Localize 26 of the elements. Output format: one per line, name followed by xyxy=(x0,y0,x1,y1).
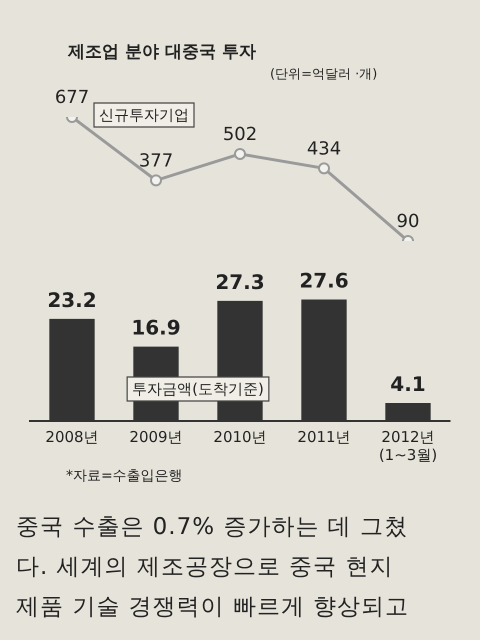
x-tick-label: 2011년 xyxy=(297,428,351,446)
chart-subtitle: (단위=억달러 ·개) xyxy=(269,66,378,83)
series-label: 신규투자기업 xyxy=(99,106,189,124)
x-tick-label: 2008년 xyxy=(45,428,99,446)
point xyxy=(318,162,330,174)
x-tick-label: 2009년 xyxy=(129,428,183,446)
text: 제품 기술 경쟁력이 빠르게 향상되고 xyxy=(16,593,410,622)
x-tick-label: 2010년 xyxy=(213,428,267,446)
point xyxy=(150,174,162,186)
data-label: 23.2 xyxy=(47,288,97,312)
text: *자료=수출입은행 xyxy=(65,467,184,485)
data-label: 27.3 xyxy=(215,270,265,294)
x-tick-label: 2012년 (1~3월) xyxy=(378,428,438,464)
point xyxy=(234,148,246,160)
data-label: 16.9 xyxy=(131,316,181,340)
text: 중국 수출은 0.7% 증가하는 데 그쳤 xyxy=(16,513,409,542)
data-label: 434 xyxy=(306,138,342,160)
data-label: 4.1 xyxy=(390,372,426,396)
chart-title: 제조업 분야 대중국 투자 xyxy=(66,41,257,63)
data-label: 677 xyxy=(54,87,90,108)
data-label: 377 xyxy=(138,150,174,172)
data-label: 502 xyxy=(222,124,258,145)
series-label: 투자금액(도착기준) xyxy=(132,380,264,398)
data-label: 27.6 xyxy=(299,268,349,293)
text: 다. 세계의 제조공장으로 중국 현지 xyxy=(16,553,395,582)
data-label: 90 xyxy=(396,211,420,232)
